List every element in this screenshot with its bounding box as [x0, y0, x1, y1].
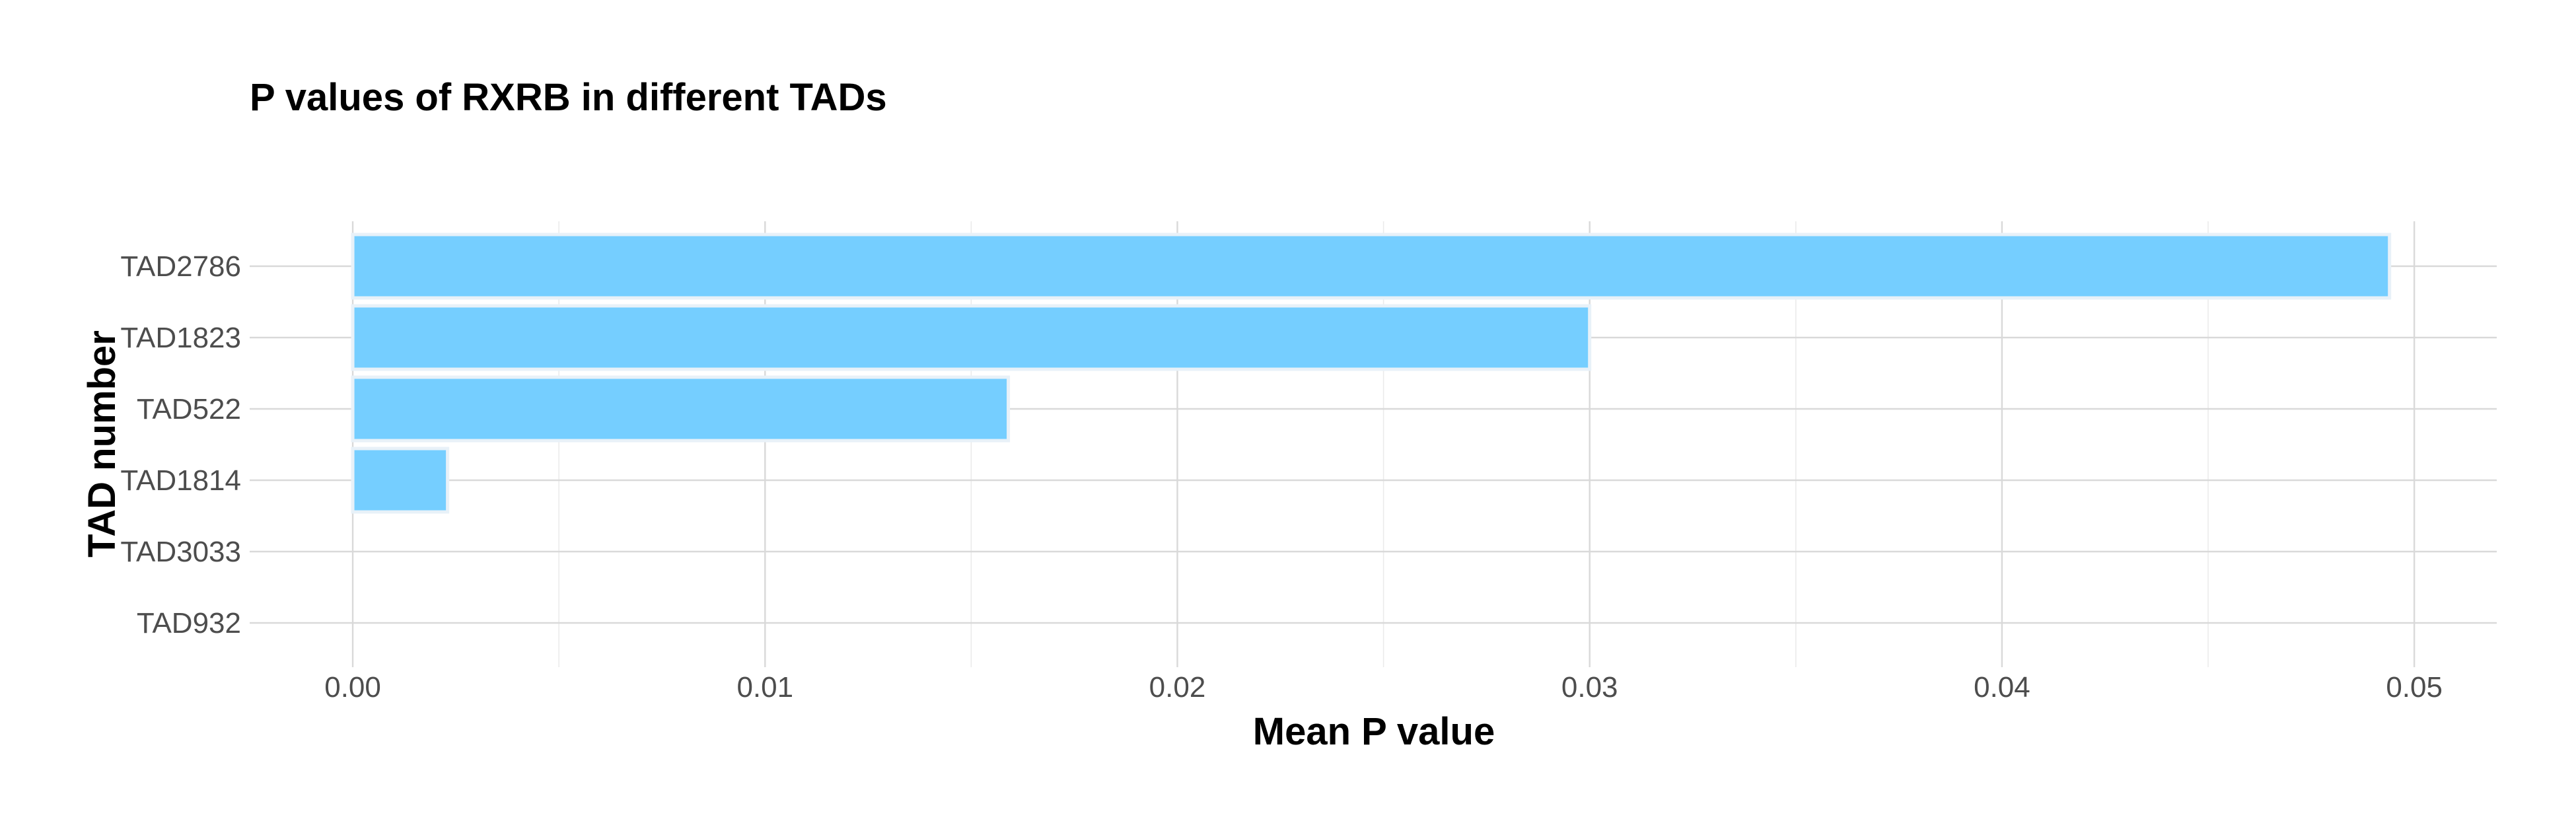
y-tick-label: TAD932: [137, 607, 241, 639]
chart-title: P values of RXRB in different TADs: [250, 76, 887, 119]
x-tick-label: 0.03: [1561, 671, 1618, 704]
bar-tad1823: [351, 304, 1592, 371]
y-tick-labels: TAD2786 TAD1823 TAD522 TAD1814 TAD3033 TAD932: [120, 250, 241, 639]
x-tick-label: 0.00: [324, 671, 381, 704]
y-tick-label: TAD522: [137, 393, 241, 425]
y-axis-title: TAD number: [81, 330, 124, 558]
x-tick-label: 0.02: [1149, 671, 1206, 704]
x-tick-label: 0.04: [1974, 671, 2030, 704]
x-tick-label: 0.05: [2386, 671, 2443, 704]
bar-tad1814: [351, 447, 450, 514]
x-tick-label: 0.01: [736, 671, 793, 704]
y-tick-label: TAD1823: [120, 322, 241, 354]
x-tick-labels: 0.00 0.01 0.02 0.03 0.04 0.05: [324, 671, 2443, 704]
y-tick-label: TAD1814: [120, 464, 241, 497]
y-tick-label: TAD3033: [120, 536, 241, 568]
bar-tad522: [351, 375, 1011, 443]
bars: [351, 233, 2392, 514]
y-tick-label: TAD2786: [120, 250, 241, 283]
x-axis-title: Mean P value: [1253, 710, 1495, 753]
bar-tad2786: [351, 233, 2392, 300]
